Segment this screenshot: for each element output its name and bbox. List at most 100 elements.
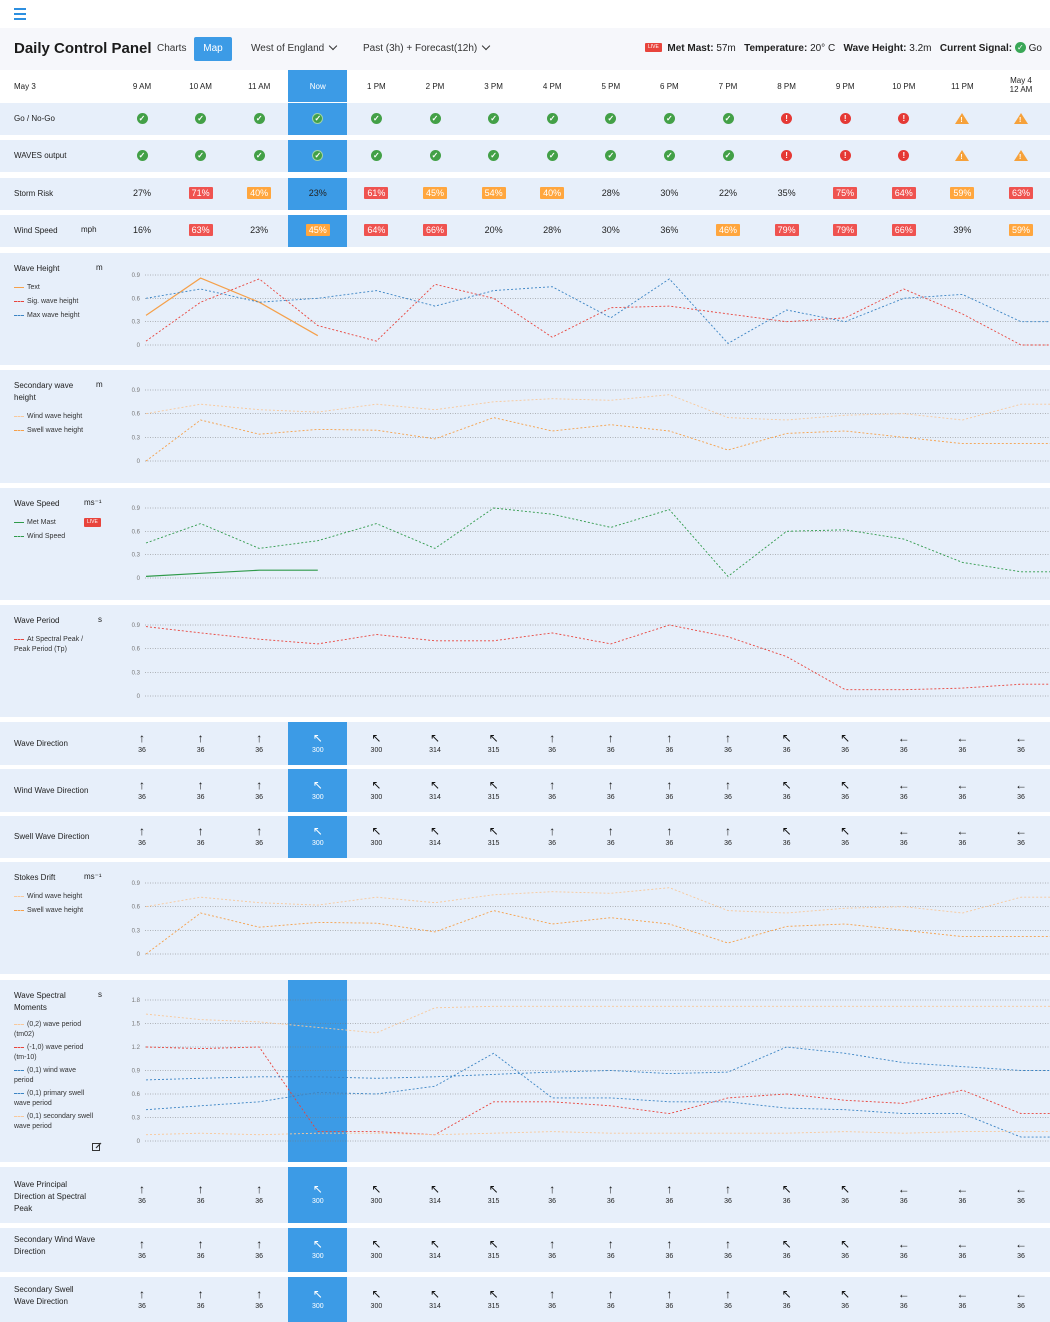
value-cell: 59%	[933, 187, 991, 199]
direction-value: 36	[606, 1253, 615, 1260]
direction-cell: ↑ 36	[523, 1183, 581, 1206]
direction-value: 36	[138, 746, 146, 754]
wave_height-chart-row: Wave Height m Text Sig. wave height Max wave…	[0, 253, 1050, 365]
direction-cell: ↑ 36	[640, 1287, 698, 1310]
time-range-select[interactable]: Past (3h) + Forecast(12h)	[363, 41, 491, 54]
direction-cell: ↖ 300	[289, 778, 347, 801]
value-badge: 64%	[891, 187, 916, 199]
wave_period-chart: 0.9 0.6 0.3 0	[132, 623, 1050, 700]
direction-cell: ↑ 36	[172, 1237, 230, 1261]
wind-row: Wind Speed mph 16% 63% 23% 45% 64% 66% 20% 28% 30%…	[0, 215, 1050, 247]
direction-value: 315	[487, 793, 500, 801]
direction-value: 300	[370, 746, 383, 754]
direction-value: 300	[370, 1253, 383, 1260]
status-cell: !	[875, 113, 933, 124]
direction-cell: ↑ 36	[523, 1287, 581, 1310]
direction-arrow-icon: ↑	[197, 777, 204, 792]
status-bar: LIVE Met Mast: 57m Temperature: 20° C Wa…	[645, 42, 1042, 55]
y-tick-label: 1.2	[132, 1045, 141, 1051]
direction-cell: ↑ 36	[640, 825, 698, 848]
direction-value: 36	[1017, 1198, 1025, 1205]
direction-cell: ← 36	[875, 778, 933, 801]
status-cell: ✓	[113, 113, 171, 124]
direction-cell: ↑ 36	[230, 1287, 288, 1310]
map-button[interactable]: Map	[194, 37, 232, 61]
direction-cell: ← 36	[992, 1287, 1050, 1310]
direction-cell: ↑ 36	[699, 1183, 757, 1206]
menu-icon[interactable]	[14, 8, 28, 20]
temperature-label: Temperature:	[744, 43, 808, 55]
value-badge: 61%	[364, 187, 389, 199]
charts-button[interactable]: Charts	[157, 43, 187, 54]
current-signal-value: Go	[1028, 43, 1042, 55]
series-line	[145, 277, 319, 337]
direction-arrow-icon: ↑	[607, 777, 614, 792]
value-badge: 30%	[601, 225, 620, 235]
direction-arrow-icon: ↖	[488, 1182, 499, 1196]
check-icon: ✓	[722, 150, 734, 161]
time-label: 4 PM	[542, 82, 562, 91]
direction-value: 36	[196, 793, 205, 801]
value-cell: 71%	[172, 187, 230, 199]
value-badge: 40%	[247, 187, 272, 199]
value-cell: 64%	[347, 224, 405, 236]
region-select[interactable]: West of England	[251, 41, 338, 54]
direction-value: 300	[370, 1198, 383, 1205]
legend-swatch	[14, 1115, 24, 1117]
direction-arrow-icon: ←	[1015, 730, 1027, 745]
direction-cell: ↖ 300	[289, 825, 347, 848]
series-line	[145, 1052, 1050, 1138]
direction-cell: ↑ 36	[582, 731, 640, 754]
direction-arrow-icon: ←	[897, 1182, 910, 1196]
direction-value: 36	[899, 840, 908, 847]
value-badge: 66%	[422, 224, 447, 236]
direction-value: 36	[665, 746, 674, 754]
value-badge: 35%	[777, 188, 796, 198]
go-row: Go / No-Go ✓ ✓ ✓ ✓ ✓ ✓ ✓ ✓ ✓ ✓ ✓!!!!!	[0, 103, 1050, 135]
value-cell: 79%	[758, 224, 816, 236]
direction-cell: ↑ 36	[172, 1183, 230, 1206]
edit-icon[interactable]	[92, 1142, 102, 1152]
status-cell: ✓	[582, 113, 640, 124]
direction-cell: ↑ 36	[172, 1287, 230, 1310]
direction-arrow-icon: ↑	[197, 1237, 204, 1251]
direction-arrow-icon: ↑	[666, 730, 673, 745]
y-tick-label: 0.9	[132, 881, 141, 887]
direction-value: 36	[665, 1198, 674, 1205]
direction-cell: ↑ 36	[230, 1238, 288, 1261]
status-cell: ✓	[172, 113, 230, 124]
direction-arrow-icon: ↖	[781, 824, 792, 838]
status-cell: ✓	[406, 113, 464, 124]
legend-label: (-1,0) wave period (tm-10)	[14, 1044, 84, 1061]
direction-value: 36	[606, 1198, 615, 1205]
series-line	[145, 1046, 1050, 1081]
direction-cell: ↖ 36	[816, 778, 874, 801]
direction-value: 314	[429, 793, 441, 801]
check-icon: ✓	[370, 150, 382, 161]
time-label: 1 PM	[367, 82, 386, 91]
direction-cell: ↖ 314	[406, 1238, 464, 1261]
y-tick-label: 0.3	[132, 435, 141, 441]
direction-cell: ↖ 36	[758, 1183, 816, 1206]
direction-cell: ← 36	[992, 730, 1050, 754]
now-column-highlight	[288, 178, 347, 210]
value-badge: 28%	[543, 225, 562, 235]
direction-arrow-icon: ←	[1015, 824, 1027, 838]
direction-value: 36	[782, 793, 791, 801]
direction-value: 36	[724, 1302, 732, 1310]
direction-cell: ↑ 36	[582, 777, 640, 801]
direction-cell: ↑ 36	[172, 730, 230, 754]
value-cell: 45%	[406, 187, 464, 199]
legend-swatch	[14, 535, 24, 537]
status-cell: ✓	[347, 113, 405, 124]
direction-cell: ↖ 300	[347, 1183, 405, 1206]
y-tick-label: 1.5	[132, 1022, 141, 1028]
status-cell: ✓	[347, 150, 405, 161]
direction-cell: ↖ 300	[289, 1183, 347, 1206]
temperature-value: 20° C	[810, 43, 836, 55]
direction-arrow-icon: ↖	[429, 824, 441, 838]
direction-arrow-icon: ↖	[781, 730, 792, 745]
row-label: Secondary wave height	[14, 381, 74, 402]
direction-arrow-icon: ↑	[197, 730, 204, 745]
time-label: 3 PM	[484, 82, 503, 91]
